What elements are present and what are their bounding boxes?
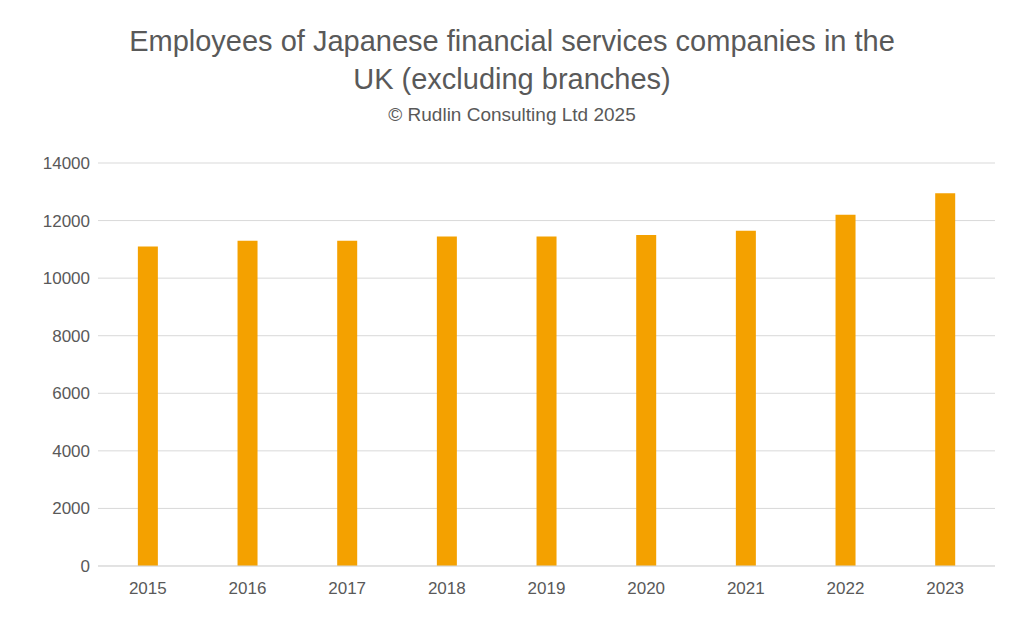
svg-text:0: 0 — [81, 557, 90, 576]
svg-text:2019: 2019 — [528, 579, 566, 598]
svg-text:10000: 10000 — [43, 269, 90, 288]
svg-text:2020: 2020 — [627, 579, 665, 598]
svg-text:4000: 4000 — [52, 442, 90, 461]
svg-text:2021: 2021 — [727, 579, 765, 598]
svg-text:2022: 2022 — [827, 579, 865, 598]
svg-text:14000: 14000 — [43, 154, 90, 173]
svg-text:12000: 12000 — [43, 212, 90, 231]
html-text:Employees of Japanese financia: Employees of Japanese financial services… — [129, 25, 895, 95]
svg-text:2000: 2000 — [52, 499, 90, 518]
svg-text:8000: 8000 — [52, 327, 90, 346]
svg-text:2018: 2018 — [428, 579, 466, 598]
svg-text:2015: 2015 — [129, 579, 167, 598]
svg-text:2017: 2017 — [328, 579, 366, 598]
svg-text:2016: 2016 — [229, 579, 267, 598]
svg-text:6000: 6000 — [52, 384, 90, 403]
html-text:© Rudlin Consulting Ltd 2025: © Rudlin Consulting Ltd 2025 — [388, 104, 636, 125]
svg-text:2023: 2023 — [926, 579, 964, 598]
